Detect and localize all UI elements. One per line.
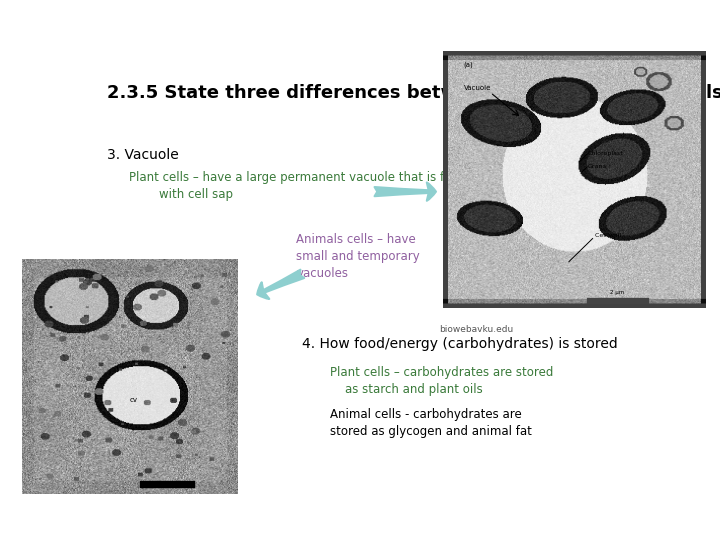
Text: Animals cells – have
small and temporary
vacuoles: Animals cells – have small and temporary… xyxy=(297,233,420,280)
Text: Plant cells – have a large permanent vacuole that is filled
        with cell sa: Plant cells – have a large permanent vac… xyxy=(129,171,469,201)
Text: Chloroplast: Chloroplast xyxy=(588,151,623,157)
Text: 3. Vacuole: 3. Vacuole xyxy=(107,148,179,162)
Text: 4. How food/energy (carbohydrates) is stored: 4. How food/energy (carbohydrates) is st… xyxy=(302,337,618,351)
Text: Grana: Grana xyxy=(588,164,606,169)
Text: Cell wall: Cell wall xyxy=(595,233,621,239)
Text: Animal cells - carbohydrates are
stored as glycogen and animal fat: Animal cells - carbohydrates are stored … xyxy=(330,408,532,438)
Text: 2 μm: 2 μm xyxy=(611,289,625,295)
Text: cv: cv xyxy=(130,397,138,403)
Text: (a): (a) xyxy=(464,62,474,68)
Text: 2.3.5 State three differences between plant and animal cells: 2.3.5 State three differences between pl… xyxy=(107,84,720,102)
Text: Vacuole: Vacuole xyxy=(464,85,491,91)
Text: home.comcast.net: home.comcast.net xyxy=(107,458,191,467)
Text: Plant cells – carbohydrates are stored
    as starch and plant oils: Plant cells – carbohydrates are stored a… xyxy=(330,366,553,396)
Text: biowebavku.edu: biowebavku.edu xyxy=(438,325,513,334)
